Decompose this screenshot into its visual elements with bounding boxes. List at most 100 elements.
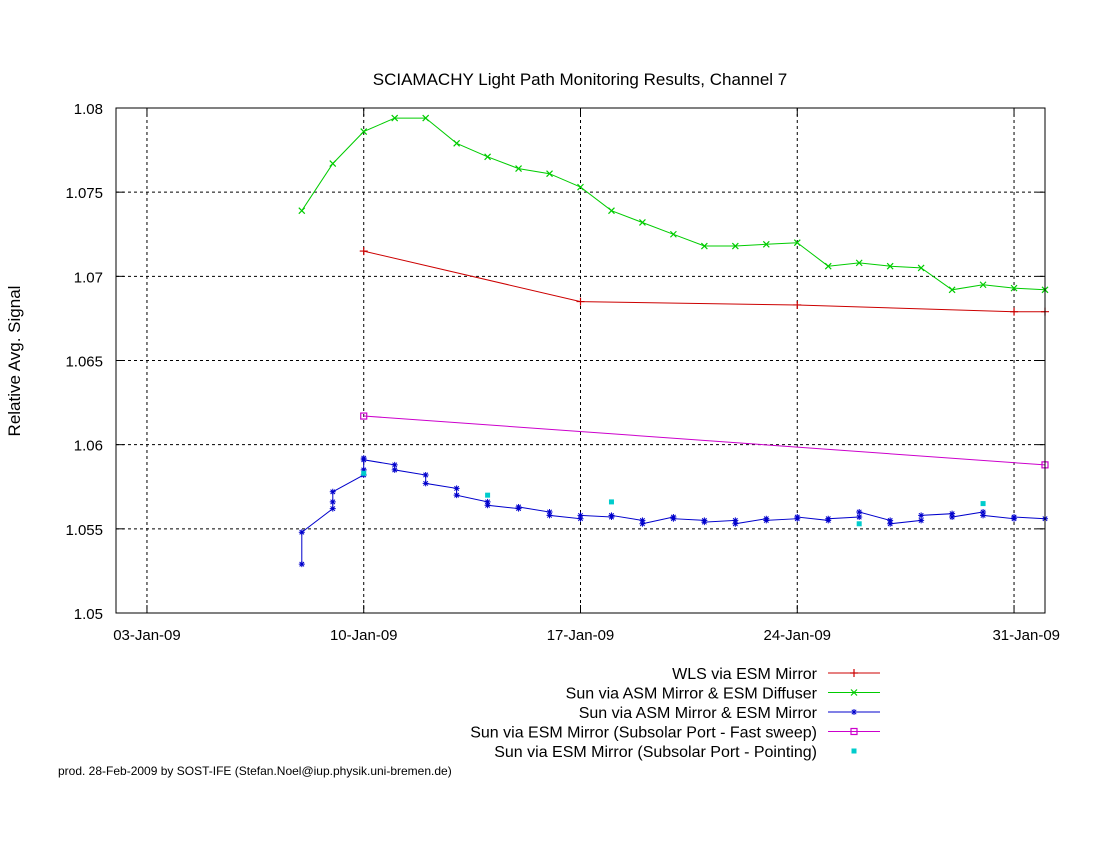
data-point <box>639 517 646 524</box>
data-point <box>515 503 522 510</box>
data-point <box>298 207 306 215</box>
y-axis-ticks: 1.05 1.055 1.06 1.065 1.07 1.075 1.08 <box>65 101 1045 623</box>
data-point <box>329 498 336 505</box>
data-point <box>329 505 336 512</box>
legend-label: Sun via ASM Mirror & ESM Diffuser <box>566 686 818 703</box>
data-point <box>298 529 305 536</box>
y-tick-label: 1.055 <box>65 522 103 539</box>
data-point <box>639 219 646 226</box>
series-line <box>301 117 1046 291</box>
plot-series <box>298 114 1049 568</box>
data-point <box>391 466 398 473</box>
data-point <box>887 520 894 527</box>
data-point <box>824 262 832 270</box>
data-point <box>608 207 615 215</box>
data-point <box>762 240 770 248</box>
data-point <box>949 510 956 517</box>
data-point <box>851 709 857 715</box>
grid-lines <box>116 108 1045 613</box>
data-point <box>793 239 801 247</box>
data-point <box>732 517 739 524</box>
x-axis-ticks: 03-Jan-09 10-Jan-09 17-Jan-09 24-Jan-09 31-J… <box>113 108 1060 644</box>
data-point <box>422 114 430 122</box>
legend-label: Sun via ESM Mirror (Subsolar Port - Poin… <box>494 744 817 761</box>
data-point <box>917 264 925 272</box>
y-tick-label: 1.075 <box>65 185 103 202</box>
data-point <box>484 502 491 509</box>
data-point <box>515 165 522 173</box>
data-point <box>856 509 863 515</box>
data-point <box>360 128 368 135</box>
data-point <box>453 139 461 147</box>
data-point <box>669 230 677 238</box>
data-point <box>546 509 553 515</box>
data-point <box>329 160 337 167</box>
y-tick-label: 1.065 <box>65 354 103 371</box>
data-point <box>980 512 987 519</box>
data-point <box>298 561 305 568</box>
series-5 <box>361 470 986 527</box>
series-line <box>301 458 1046 565</box>
data-point <box>856 521 862 527</box>
data-point <box>577 512 584 519</box>
series-line <box>363 415 1046 466</box>
data-point <box>701 519 708 526</box>
data-point <box>850 727 858 736</box>
data-point <box>1011 514 1018 521</box>
data-point <box>329 488 336 495</box>
data-point <box>422 480 429 487</box>
data-point <box>918 517 925 524</box>
data-point <box>918 512 925 519</box>
data-point <box>851 748 857 754</box>
data-point <box>453 492 460 499</box>
data-point <box>887 517 894 524</box>
x-tick-label: 24-Jan-09 <box>763 627 831 644</box>
series-3 <box>298 455 1048 568</box>
data-point <box>886 262 894 270</box>
data-point <box>949 514 956 521</box>
data-point <box>391 461 398 468</box>
series-line <box>363 250 1045 313</box>
data-point <box>670 515 677 522</box>
data-point <box>360 466 367 473</box>
chart-title: SCIAMACHY Light Path Monitoring Results,… <box>373 70 788 89</box>
x-tick-label: 17-Jan-09 <box>547 627 615 644</box>
data-point <box>361 470 367 476</box>
data-point <box>700 242 708 250</box>
y-tick-label: 1.07 <box>74 269 103 286</box>
data-point <box>485 492 491 498</box>
data-point <box>484 153 492 161</box>
data-point <box>453 485 460 492</box>
data-point <box>639 520 646 527</box>
data-point <box>1010 307 1019 316</box>
series-1 <box>359 247 1049 316</box>
data-point <box>484 498 491 505</box>
y-tick-label: 1.08 <box>74 101 103 118</box>
series-4 <box>360 412 1049 469</box>
data-point <box>980 501 986 507</box>
data-point <box>360 412 368 420</box>
data-point <box>546 170 553 178</box>
data-point <box>576 297 585 306</box>
data-point <box>979 281 987 289</box>
y-axis-label: Relative Avg. Signal <box>5 286 24 437</box>
data-point <box>608 512 615 519</box>
x-tick-label: 31-Jan-09 <box>992 627 1060 644</box>
data-point <box>948 286 956 294</box>
data-point <box>1010 284 1018 292</box>
data-point <box>855 259 863 267</box>
plot-frame <box>115 107 1046 614</box>
data-point <box>825 515 832 522</box>
data-point <box>422 471 429 478</box>
data-point <box>391 114 399 122</box>
data-point <box>793 300 802 309</box>
data-point <box>850 689 858 696</box>
legend-label: Sun via ASM Mirror & ESM Mirror <box>579 705 818 722</box>
data-point <box>359 247 368 256</box>
data-point <box>856 514 863 521</box>
data-point <box>850 669 858 677</box>
y-tick-label: 1.05 <box>74 606 103 623</box>
data-point <box>577 515 584 522</box>
data-point <box>546 512 553 519</box>
